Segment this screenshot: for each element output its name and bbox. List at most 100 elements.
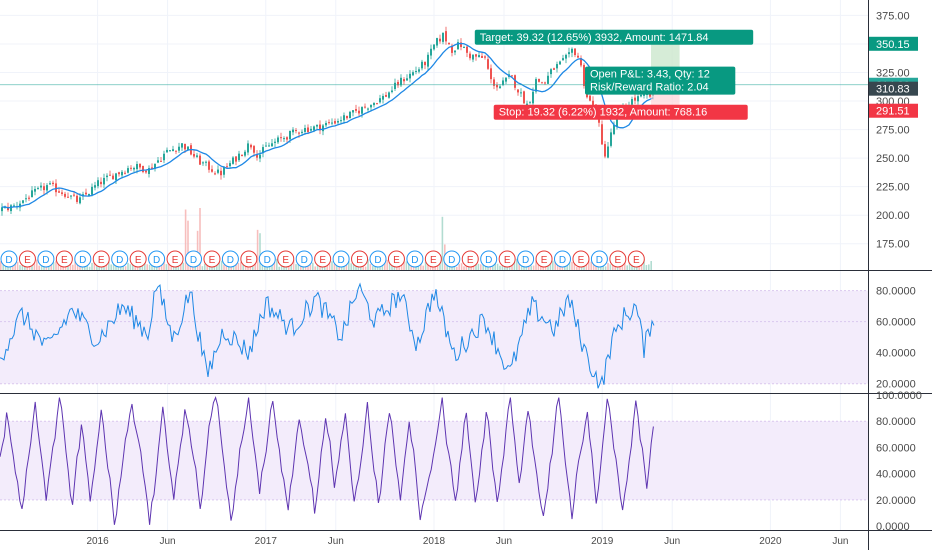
volume-bar bbox=[367, 259, 369, 270]
volume-bar bbox=[206, 264, 208, 270]
candle-body bbox=[571, 48, 573, 53]
dividend-marker[interactable] bbox=[258, 250, 276, 268]
volume-bar bbox=[544, 265, 547, 270]
stoch-tick-label: 0.0000 bbox=[876, 521, 910, 533]
time-tick-label: 2018 bbox=[423, 536, 446, 547]
volume-bar bbox=[2, 261, 4, 270]
candle-body bbox=[499, 86, 501, 89]
candle-body bbox=[466, 46, 468, 53]
candle-body bbox=[472, 54, 474, 60]
dividend-marker[interactable] bbox=[554, 250, 571, 268]
volume-bar bbox=[96, 262, 98, 270]
earnings-marker[interactable] bbox=[351, 250, 369, 268]
pnl-label[interactable]: Open P&L: 3.43, Qty: 12 bbox=[585, 66, 736, 82]
volume-bar bbox=[420, 261, 422, 270]
earnings-marker[interactable] bbox=[627, 250, 645, 268]
candle-body bbox=[490, 68, 492, 80]
candle-body bbox=[478, 55, 480, 58]
earnings-marker[interactable] bbox=[166, 250, 184, 268]
dividend-marker[interactable] bbox=[332, 250, 350, 268]
candle-body bbox=[196, 155, 198, 157]
dividend-marker[interactable] bbox=[369, 250, 387, 268]
candle-body bbox=[487, 59, 489, 69]
volume-bar bbox=[542, 264, 544, 270]
earnings-marker[interactable] bbox=[572, 250, 590, 268]
marker-letter: D bbox=[264, 255, 271, 266]
candle-body bbox=[10, 205, 12, 212]
volume-bar bbox=[645, 265, 648, 270]
dividend-marker[interactable] bbox=[148, 250, 166, 268]
marker-letter: E bbox=[467, 255, 474, 266]
earnings-marker[interactable] bbox=[55, 250, 73, 268]
earnings-marker[interactable] bbox=[277, 250, 295, 268]
candle-body bbox=[280, 137, 282, 139]
price-tick-label: 225.00 bbox=[876, 182, 910, 194]
dividend-marker[interactable] bbox=[443, 250, 461, 268]
candle-body bbox=[253, 146, 255, 153]
position-tool[interactable]: Target: 39.32 (12.65%) 3932, Amount: 147… bbox=[474, 29, 754, 120]
candle-body bbox=[37, 187, 39, 189]
candle-body bbox=[184, 143, 186, 150]
earnings-marker[interactable] bbox=[18, 250, 36, 268]
earnings-marker[interactable] bbox=[461, 250, 479, 268]
earnings-marker[interactable] bbox=[314, 250, 332, 268]
dividend-marker[interactable] bbox=[406, 250, 424, 268]
volume-bar bbox=[163, 260, 165, 270]
candle-body bbox=[391, 90, 393, 93]
earnings-marker[interactable] bbox=[535, 250, 553, 268]
earnings-marker[interactable] bbox=[92, 250, 110, 268]
volume-bar bbox=[170, 264, 172, 270]
dividend-marker[interactable] bbox=[0, 250, 18, 268]
candle-body bbox=[67, 196, 69, 198]
volume-bar bbox=[72, 264, 74, 270]
earnings-marker[interactable] bbox=[387, 250, 405, 268]
dividend-marker[interactable] bbox=[185, 250, 202, 268]
candle-body bbox=[520, 92, 522, 94]
candle-body bbox=[376, 103, 378, 105]
earnings-marker[interactable] bbox=[240, 250, 258, 268]
target-label[interactable]: Target: 39.32 (12.65%) 3932, Amount: 147… bbox=[474, 29, 754, 45]
dividend-marker[interactable] bbox=[517, 250, 535, 268]
earnings-marker[interactable] bbox=[498, 250, 516, 268]
risk-reward-label[interactable]: Risk/Reward Ratio: 2.04 bbox=[585, 79, 736, 95]
volume-bar bbox=[312, 262, 314, 270]
candle-body bbox=[529, 101, 531, 103]
earnings-marker[interactable] bbox=[424, 250, 442, 268]
volume-bar bbox=[633, 265, 636, 270]
volume-bar bbox=[432, 266, 434, 270]
dividend-marker[interactable] bbox=[37, 250, 55, 268]
candle-body bbox=[64, 193, 66, 197]
volume-bar bbox=[292, 259, 295, 270]
volume-bar bbox=[182, 262, 184, 270]
candle-body bbox=[538, 78, 540, 82]
candle-body bbox=[574, 48, 576, 56]
marker-letter: D bbox=[153, 255, 160, 266]
candle-body bbox=[70, 195, 72, 197]
dividend-marker[interactable] bbox=[74, 250, 92, 268]
candle-body bbox=[109, 174, 111, 176]
volume-bar bbox=[14, 259, 16, 270]
marker-letter: D bbox=[301, 255, 308, 266]
dividend-marker[interactable] bbox=[480, 250, 498, 268]
earnings-marker[interactable] bbox=[203, 250, 221, 268]
candle-body bbox=[406, 78, 408, 81]
candle-body bbox=[19, 203, 21, 208]
volume-bar bbox=[295, 264, 297, 270]
volume-bar bbox=[624, 259, 626, 270]
time-axis: 2016 Jun 2017 Jun 2018 Jun 2019 Jun 2020 Jun bbox=[86, 536, 848, 547]
volume-bar bbox=[256, 229, 259, 270]
earnings-marker[interactable] bbox=[609, 250, 627, 268]
dividend-marker[interactable] bbox=[111, 250, 129, 268]
candle-body bbox=[325, 122, 327, 126]
volume-bar bbox=[278, 266, 280, 270]
earnings-marker[interactable] bbox=[129, 250, 147, 268]
candle-body bbox=[175, 150, 177, 152]
dividend-marker[interactable] bbox=[221, 250, 239, 268]
marker-letter: E bbox=[172, 255, 179, 266]
volume-bar bbox=[362, 264, 364, 270]
dividend-marker[interactable] bbox=[295, 250, 313, 268]
candle-body bbox=[76, 195, 78, 202]
candle-body bbox=[640, 94, 642, 97]
dividend-marker[interactable] bbox=[590, 250, 608, 268]
stop-label[interactable]: Stop: 19.32 (6.22%) 1932, Amount: 768.16 bbox=[493, 104, 748, 120]
